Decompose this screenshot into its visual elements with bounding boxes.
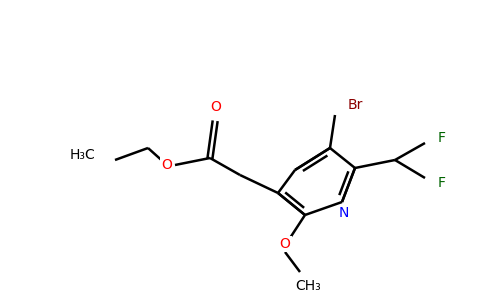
Text: N: N xyxy=(339,206,349,220)
Text: CH₃: CH₃ xyxy=(295,279,321,293)
Text: O: O xyxy=(161,158,172,172)
Text: F: F xyxy=(438,131,446,145)
Text: Br: Br xyxy=(348,98,363,112)
Text: O: O xyxy=(280,237,290,251)
Text: H₃C: H₃C xyxy=(69,148,95,162)
Text: O: O xyxy=(211,100,222,114)
Text: F: F xyxy=(438,176,446,190)
